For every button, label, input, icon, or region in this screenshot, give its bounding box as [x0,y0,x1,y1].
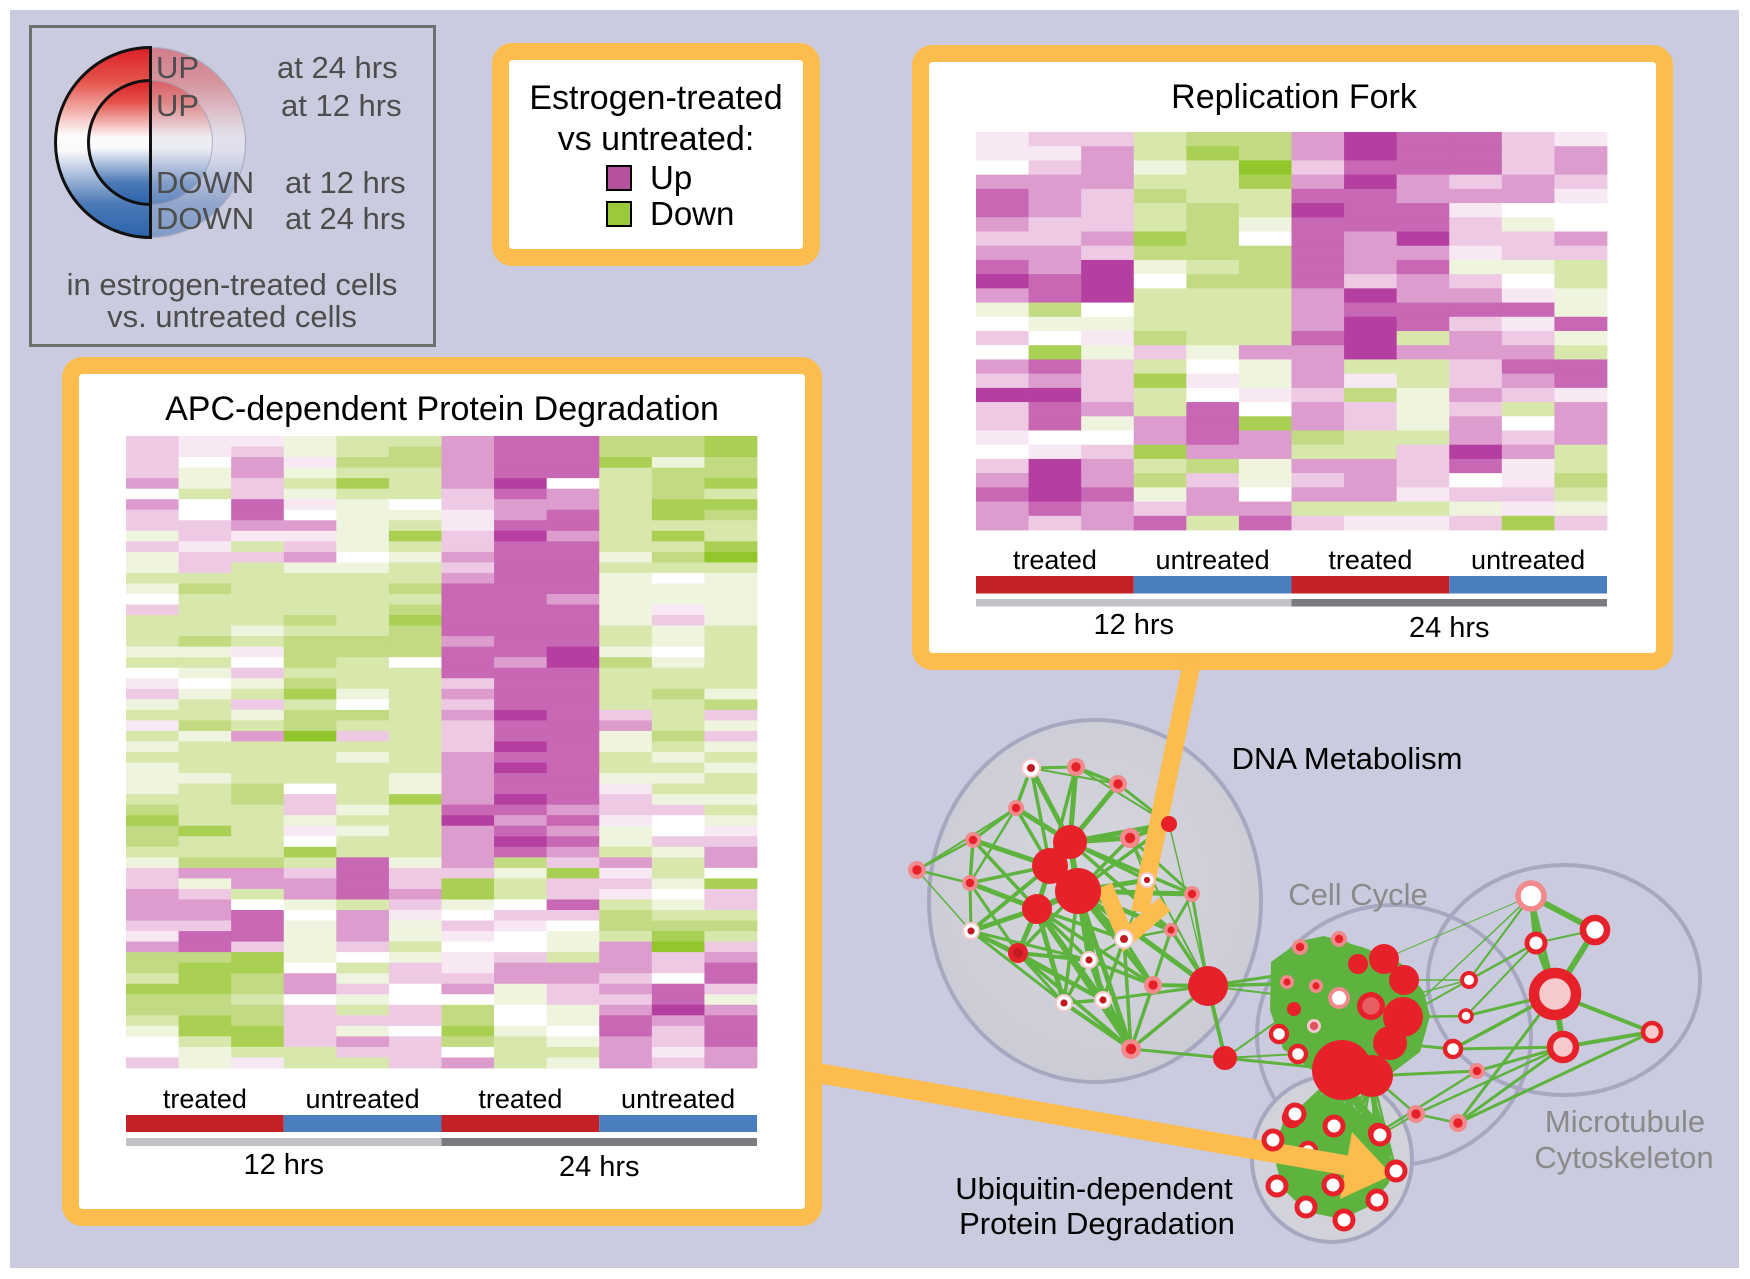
svg-text:24 hrs: 24 hrs [559,1151,640,1183]
svg-text:12 hrs: 12 hrs [243,1149,324,1181]
svg-text:Microtubule: Microtubule [1545,1104,1705,1139]
svg-text:Cytoskeleton: Cytoskeleton [1534,1140,1713,1175]
svg-text:in estrogen-treated cells: in estrogen-treated cells [67,267,398,302]
svg-text:at 12 hrs: at 12 hrs [285,165,406,200]
svg-text:treated: treated [1013,545,1097,575]
svg-text:Up: Up [650,159,692,196]
svg-text:treated: treated [478,1084,562,1114]
svg-text:UP: UP [156,50,199,85]
svg-text:treated: treated [1328,545,1412,575]
svg-text:vs untreated:: vs untreated: [558,120,755,158]
svg-text:at 24 hrs: at 24 hrs [277,50,398,85]
svg-text:Cell Cycle: Cell Cycle [1288,877,1428,912]
svg-text:treated: treated [163,1084,247,1114]
svg-text:untreated: untreated [621,1084,735,1114]
svg-text:Protein Degradation: Protein Degradation [959,1206,1235,1241]
svg-text:APC-dependent Protein Degradat: APC-dependent Protein Degradation [165,390,719,428]
svg-text:DOWN: DOWN [156,165,254,200]
svg-text:24 hrs: 24 hrs [1409,612,1490,644]
svg-text:DNA Metabolism: DNA Metabolism [1232,741,1463,776]
svg-text:at 12 hrs: at 12 hrs [281,88,402,123]
svg-text:vs. untreated cells: vs. untreated cells [107,299,357,334]
svg-text:UP: UP [156,88,199,123]
svg-text:Replication Fork: Replication Fork [1171,78,1418,116]
svg-text:at 24 hrs: at 24 hrs [285,201,406,236]
svg-text:untreated: untreated [306,1084,420,1114]
svg-text:untreated: untreated [1156,545,1270,575]
svg-text:Down: Down [650,195,734,232]
svg-text:DOWN: DOWN [156,201,254,236]
svg-text:Ubiquitin-dependent: Ubiquitin-dependent [955,1171,1233,1206]
svg-text:Estrogen-treated: Estrogen-treated [529,79,782,117]
svg-text:12 hrs: 12 hrs [1093,609,1174,641]
svg-text:untreated: untreated [1471,545,1585,575]
